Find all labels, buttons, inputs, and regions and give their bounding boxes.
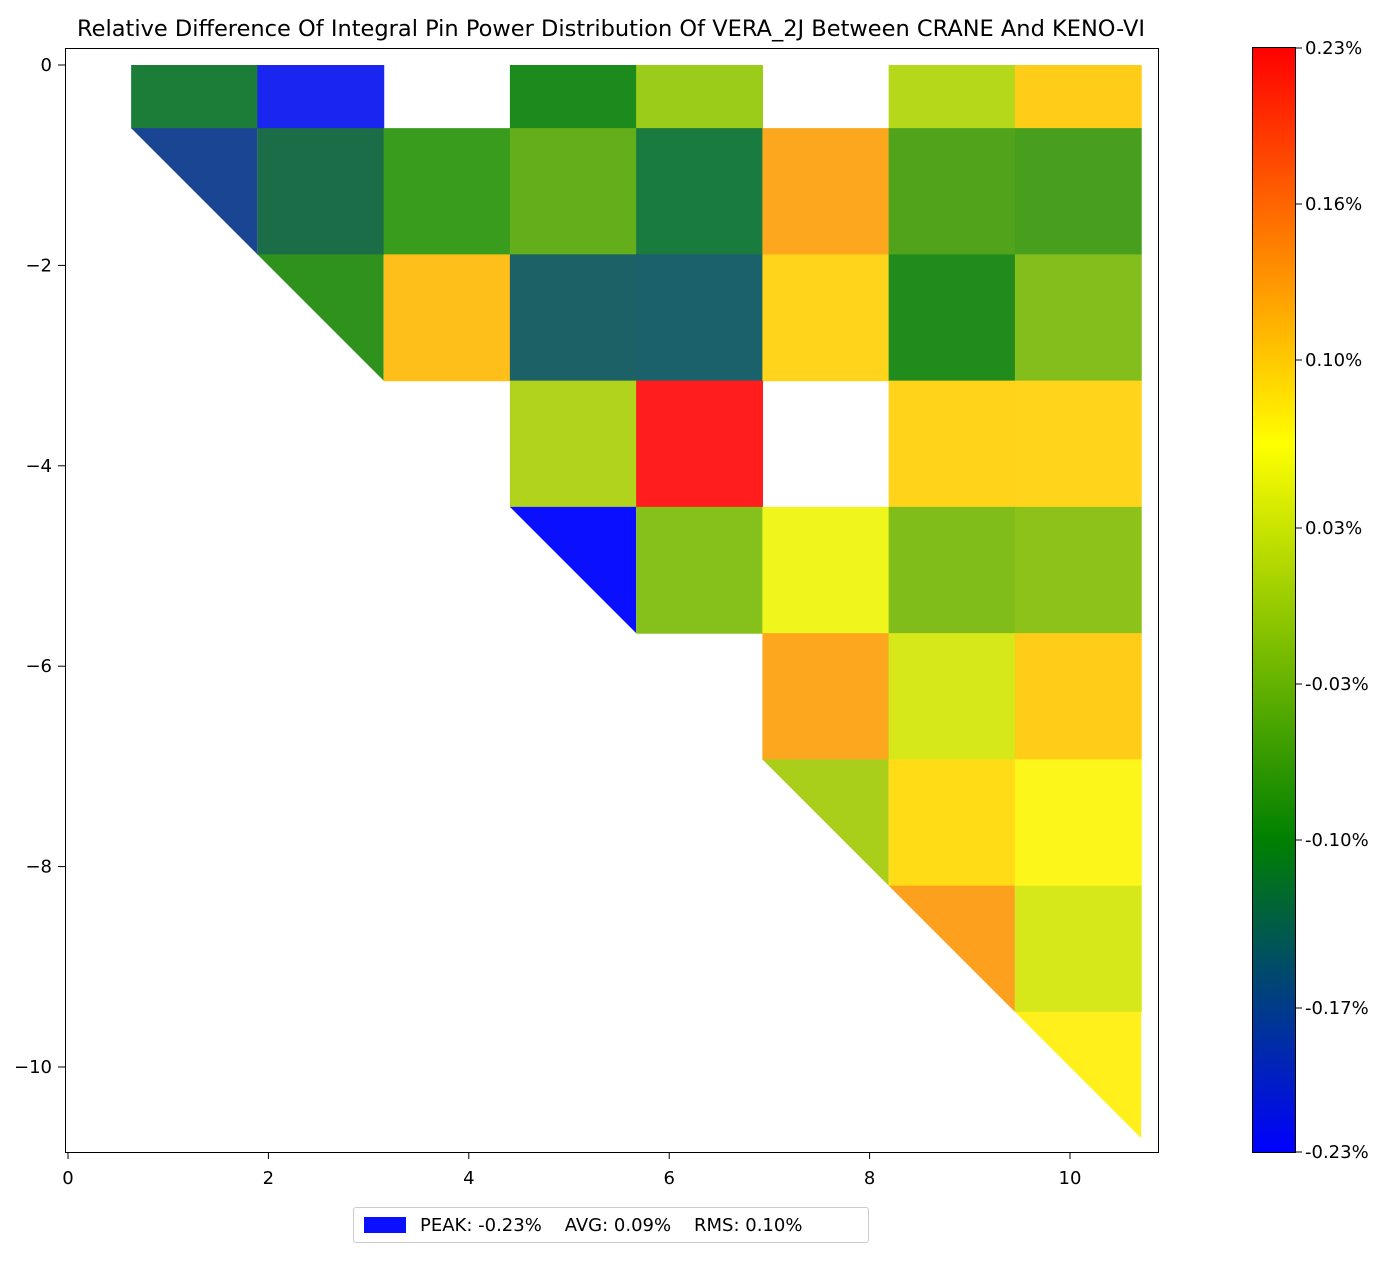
- cell-r1-c6: [762, 128, 890, 255]
- cell-r4-c7: [888, 506, 1016, 634]
- cell-r2-c5: [636, 254, 763, 382]
- cell-r0-c1: [131, 65, 258, 129]
- cell-r2-c4: [509, 254, 637, 382]
- cell-r1-c7: [888, 128, 1016, 255]
- cell-r4-c4: [509, 506, 637, 634]
- cell-r1-c8: [1014, 128, 1142, 255]
- colorbar: [1252, 47, 1296, 1153]
- x-tick-label-4: 8: [864, 1168, 875, 1189]
- cell-r1-c1: [131, 128, 258, 255]
- y-axis: 0 −2 −4 −6 −8 −10: [14, 55, 65, 1078]
- cell-r2-c2: [257, 254, 384, 381]
- y-tick-label-3: −6: [25, 656, 52, 677]
- cell-r5-c8: [1014, 633, 1142, 760]
- y-tick-label-5: −10: [14, 1057, 52, 1078]
- cell-r4-c5: [636, 506, 763, 634]
- y-tick-label-0: 0: [41, 55, 52, 76]
- cbar-tick-label-3: 0.03%: [1305, 518, 1362, 539]
- cbar-tick-label-7: -0.23%: [1305, 1142, 1369, 1163]
- cell-r4-c8: [1014, 506, 1142, 634]
- cell-r2-c7: [888, 254, 1016, 382]
- cbar-tick-label-0: 0.23%: [1305, 38, 1362, 59]
- cell-r6-c7: [888, 759, 1016, 887]
- cell-r5-c7: [888, 633, 1016, 760]
- cell-r0-c5: [636, 65, 763, 129]
- cell-r3-c7: [888, 380, 1016, 508]
- cell-r6-c8: [1014, 759, 1142, 887]
- cell-r7-c7: [888, 885, 1015, 1012]
- y-tick-label-4: −8: [25, 857, 52, 878]
- cbar-tick-label-5: -0.10%: [1305, 830, 1369, 851]
- heatmap-cells: [131, 65, 1142, 1139]
- cell-r0-c7: [888, 65, 1016, 129]
- legend-rms: RMS: 0.10%: [694, 1214, 803, 1236]
- cell-r7-c8: [1014, 885, 1142, 1013]
- cell-r5-c6: [762, 633, 890, 760]
- cbar-tick-label-1: 0.16%: [1305, 194, 1362, 215]
- cell-r1-c5: [636, 128, 763, 255]
- y-tick-label-1: −2: [25, 255, 52, 276]
- x-tick-label-0: 0: [62, 1168, 73, 1189]
- cbar-tick-label-6: -0.17%: [1305, 998, 1369, 1019]
- cell-r0-c4: [509, 65, 637, 129]
- x-tick-label-5: 10: [1059, 1168, 1082, 1189]
- cell-r4-c6: [762, 506, 890, 634]
- cell-r2-c3: [383, 254, 511, 382]
- cell-r3-c8: [1014, 380, 1142, 508]
- cbar-tick-label-2: 0.10%: [1305, 350, 1362, 371]
- cell-r8-c8: [1014, 1011, 1142, 1139]
- cell-r3-c5: [636, 380, 763, 508]
- y-tick-label-2: −4: [25, 456, 52, 477]
- cell-r2-c8: [1014, 254, 1142, 382]
- x-tick-label-3: 6: [663, 1168, 674, 1189]
- cell-r0-c8: [1014, 65, 1142, 129]
- colorbar-ticks: 0.23% 0.16% 0.10% 0.03% -0.03% -0.10% -0.17% -0…: [1296, 38, 1369, 1163]
- cell-r3-c4: [509, 380, 637, 508]
- cell-r1-c2: [257, 128, 385, 255]
- cell-r6-c6: [762, 759, 889, 886]
- legend-peak: PEAK: -0.23%: [420, 1214, 542, 1236]
- cell-r0-c2: [257, 65, 385, 129]
- x-tick-label-1: 2: [263, 1168, 274, 1189]
- cbar-tick-label-4: -0.03%: [1305, 674, 1369, 695]
- cell-r1-c3: [383, 128, 511, 255]
- legend-avg: AVG: 0.09%: [564, 1214, 672, 1236]
- chart-title: Relative Difference Of Integral Pin Powe…: [77, 16, 1145, 42]
- x-axis: 0 2 4 6 8 10: [62, 1152, 1081, 1189]
- x-tick-label-2: 4: [463, 1168, 474, 1189]
- plot-frame: [65, 48, 1159, 1153]
- legend-swatch: [364, 1217, 406, 1233]
- stats-legend: PEAK: -0.23% AVG: 0.09% RMS: 0.10%: [353, 1207, 869, 1243]
- cell-r1-c4: [509, 128, 637, 255]
- cell-r2-c6: [762, 254, 890, 382]
